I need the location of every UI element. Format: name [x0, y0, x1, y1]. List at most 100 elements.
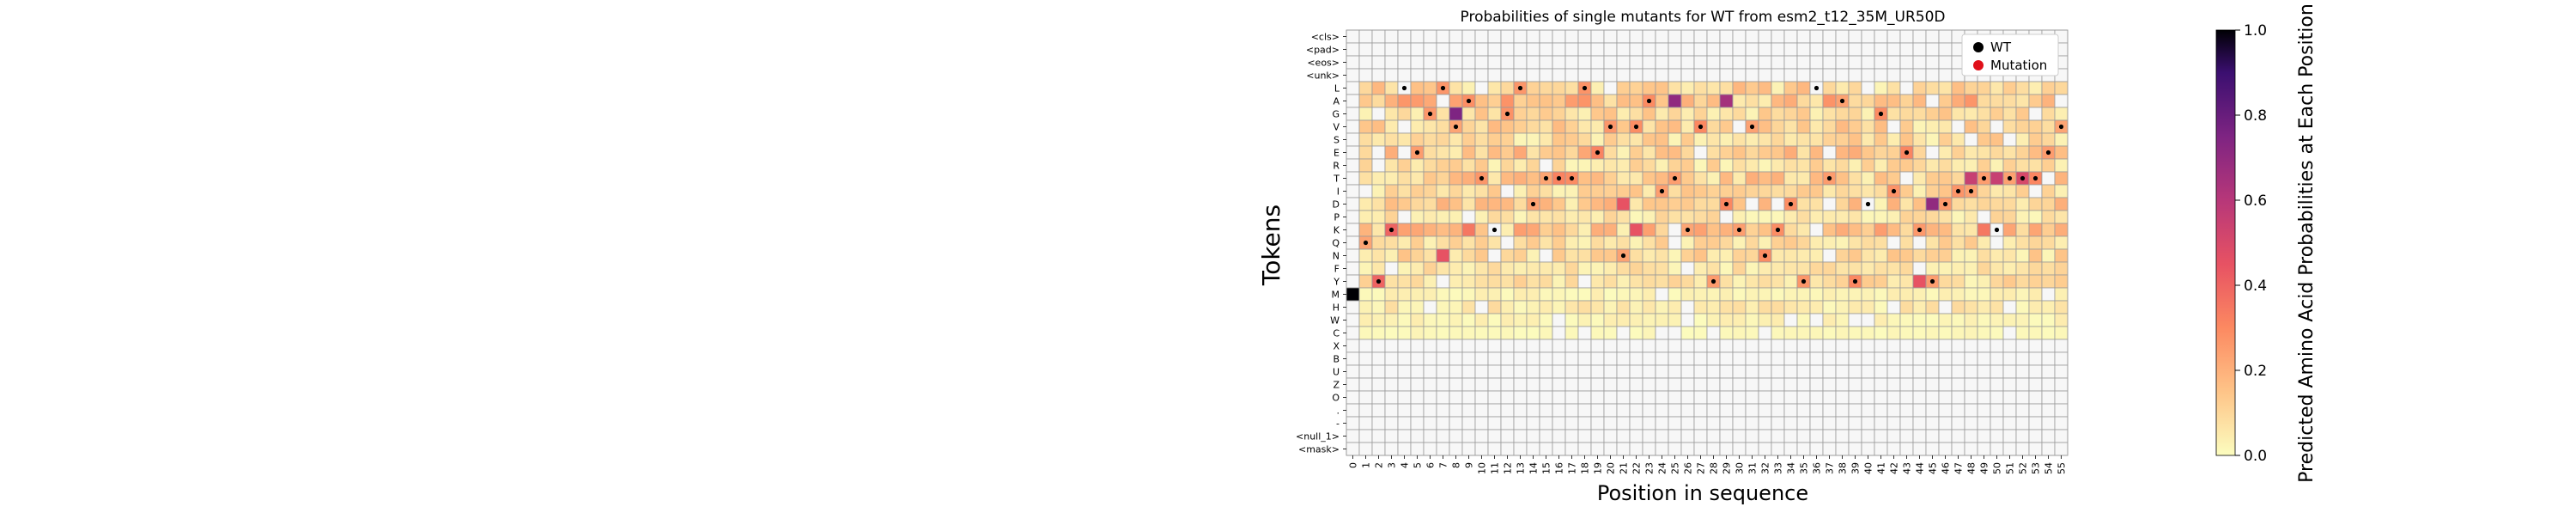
heatmap-cell	[1577, 248, 1592, 263]
heatmap-cell	[1719, 442, 1734, 456]
heatmap-cell	[1397, 326, 1412, 340]
heatmap-cell	[1552, 132, 1566, 147]
heatmap-cell	[1539, 184, 1553, 198]
heatmap-cell	[1886, 429, 1901, 443]
heatmap-cell	[1861, 261, 1875, 276]
heatmap-cell	[1809, 364, 1824, 379]
heatmap-cell	[1951, 390, 1965, 405]
heatmap-cell	[1655, 326, 1669, 340]
heatmap-cell	[1732, 442, 1747, 456]
heatmap-cell	[1809, 132, 1824, 147]
heatmap-cell	[1912, 68, 1927, 82]
heatmap-cell	[1732, 184, 1747, 198]
x-tick-label: 2	[1374, 462, 1385, 468]
y-tick-label: .	[1337, 406, 1340, 417]
x-tick-label: 46	[1941, 462, 1952, 474]
heatmap-cell	[1436, 210, 1450, 224]
heatmap-cell	[1899, 132, 1914, 147]
heatmap-cell	[1384, 313, 1399, 327]
heatmap-cell	[2002, 326, 2017, 340]
heatmap-cell	[1822, 390, 1837, 405]
heatmap-cell	[1371, 248, 1386, 263]
heatmap-cell	[1758, 119, 1772, 134]
heatmap-cell	[1668, 132, 1682, 147]
heatmap-cell	[1436, 145, 1450, 160]
heatmap-cell	[1410, 29, 1425, 44]
heatmap-cell	[1539, 81, 1553, 95]
heatmap-cell	[1809, 287, 1824, 302]
heatmap-cell	[1461, 68, 1476, 82]
heatmap-cell	[1629, 145, 1643, 160]
heatmap-cell	[1719, 29, 1734, 44]
heatmap-cell	[1384, 364, 1399, 379]
heatmap-cell	[1977, 107, 1991, 121]
heatmap-cell	[1938, 248, 1953, 263]
x-tick-label: 54	[2044, 462, 2055, 474]
heatmap-cell	[1668, 223, 1682, 237]
heatmap-cell	[1358, 326, 1373, 340]
legend-mutation-label: Mutation	[1990, 58, 2047, 73]
heatmap-cell	[1771, 274, 1785, 289]
heatmap-cell	[1822, 429, 1837, 443]
heatmap-cell	[1539, 55, 1553, 70]
heatmap-cell	[1796, 235, 1811, 250]
heatmap-cell	[1474, 442, 1489, 456]
heatmap-cell	[2041, 184, 2056, 198]
heatmap-cell	[1706, 145, 1721, 160]
heatmap-cell	[1938, 68, 1953, 82]
heatmap-cell	[1745, 377, 1759, 392]
heatmap-cell	[1474, 119, 1489, 134]
heatmap-cell	[1423, 235, 1437, 250]
heatmap-cell	[1474, 29, 1489, 44]
heatmap-cell	[1925, 442, 1940, 456]
heatmap-cell	[1783, 29, 1798, 44]
heatmap-cell	[1449, 326, 1463, 340]
heatmap-cell	[1384, 403, 1399, 418]
heatmap-cell	[1436, 171, 1450, 186]
heatmap-cell	[2002, 274, 2017, 289]
heatmap-cell	[2015, 261, 2030, 276]
heatmap-cell	[2054, 223, 2069, 237]
heatmap-cell	[1925, 416, 1940, 430]
heatmap-cell	[1745, 416, 1759, 430]
heatmap-cell	[1564, 390, 1579, 405]
heatmap-cell	[1500, 42, 1515, 57]
heatmap-cell	[1964, 390, 1978, 405]
x-tick-label: 6	[1425, 462, 1437, 468]
heatmap-cell	[1358, 351, 1373, 366]
heatmap-cell	[1552, 416, 1566, 430]
heatmap-cell	[1835, 416, 1850, 430]
heatmap-cell	[1346, 403, 1360, 418]
heatmap-cell	[2028, 300, 2043, 314]
heatmap-cell	[1423, 442, 1437, 456]
heatmap-cell	[1886, 197, 1901, 211]
heatmap-cell	[1526, 210, 1540, 224]
heatmap-cell	[1358, 339, 1373, 353]
heatmap-cell	[1642, 145, 1656, 160]
heatmap-cell	[1616, 274, 1631, 289]
heatmap-cell	[1925, 42, 1940, 57]
heatmap-cell	[1874, 158, 1888, 173]
heatmap-cell	[1680, 274, 1695, 289]
heatmap-cell	[1912, 442, 1927, 456]
heatmap-cell	[1668, 81, 1682, 95]
heatmap-cell	[1899, 248, 1914, 263]
heatmap-cell	[1346, 145, 1360, 160]
heatmap-cell	[1423, 248, 1437, 263]
heatmap-cell	[1732, 210, 1747, 224]
y-tick-label: Y	[1333, 277, 1340, 288]
heatmap-cell	[1964, 351, 1978, 366]
heatmap-cell	[1706, 364, 1721, 379]
heatmap-cell	[1629, 339, 1643, 353]
heatmap-cell	[1899, 326, 1914, 340]
y-tick-label: H	[1333, 302, 1340, 314]
heatmap-cell	[1513, 403, 1528, 418]
wt-markers	[1363, 85, 2064, 284]
heatmap-cell	[1590, 377, 1605, 392]
heatmap-cell	[1693, 261, 1708, 276]
heatmap-cell	[1964, 107, 1978, 121]
heatmap-cell	[1925, 29, 1940, 44]
heatmap-cell	[1809, 390, 1824, 405]
colorbar-tick-label: 0.4	[2244, 278, 2267, 295]
heatmap-cell	[1423, 339, 1437, 353]
